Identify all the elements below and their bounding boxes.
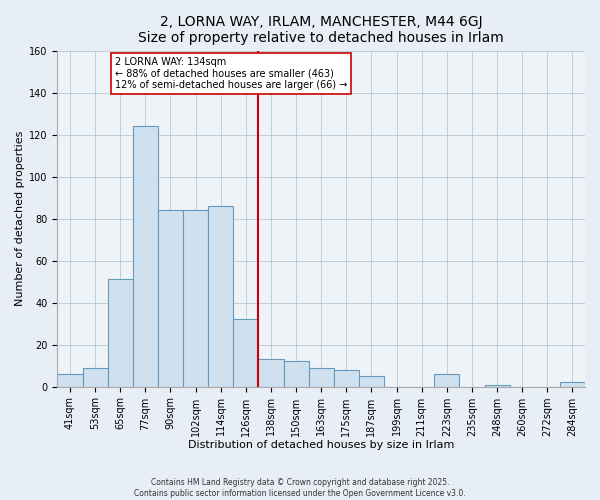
Bar — [560, 382, 585, 386]
Bar — [133, 126, 158, 386]
Bar — [308, 368, 334, 386]
Bar — [284, 362, 308, 386]
Bar — [334, 370, 359, 386]
Bar — [107, 280, 133, 386]
X-axis label: Distribution of detached houses by size in Irlam: Distribution of detached houses by size … — [188, 440, 454, 450]
Bar — [233, 320, 259, 386]
Bar — [259, 360, 284, 386]
Bar — [208, 206, 233, 386]
Bar — [434, 374, 460, 386]
Text: 2 LORNA WAY: 134sqm
← 88% of detached houses are smaller (463)
12% of semi-detac: 2 LORNA WAY: 134sqm ← 88% of detached ho… — [115, 57, 347, 90]
Bar — [83, 368, 107, 386]
Y-axis label: Number of detached properties: Number of detached properties — [15, 131, 25, 306]
Text: Contains HM Land Registry data © Crown copyright and database right 2025.
Contai: Contains HM Land Registry data © Crown c… — [134, 478, 466, 498]
Bar — [183, 210, 208, 386]
Bar — [359, 376, 384, 386]
Title: 2, LORNA WAY, IRLAM, MANCHESTER, M44 6GJ
Size of property relative to detached h: 2, LORNA WAY, IRLAM, MANCHESTER, M44 6GJ… — [139, 15, 504, 45]
Bar — [158, 210, 183, 386]
Bar — [485, 384, 509, 386]
Bar — [58, 374, 83, 386]
